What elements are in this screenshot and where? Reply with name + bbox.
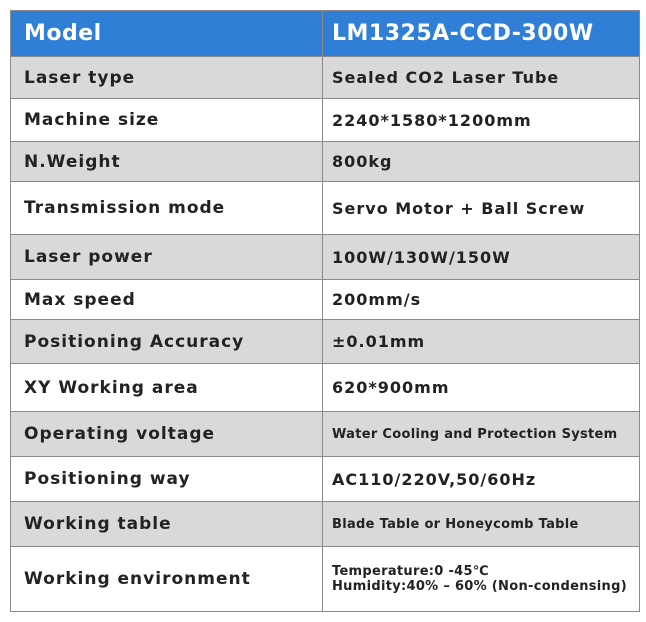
label-cell: Working environment bbox=[11, 547, 323, 611]
value-cell: Blade Table or Honeycomb Table bbox=[332, 516, 579, 532]
table-row: XY Working area 620*900mm bbox=[11, 363, 639, 411]
value-cell: AC110/220V,50/60Hz bbox=[332, 469, 537, 489]
value-cell: Servo Motor + Ball Screw bbox=[332, 198, 586, 218]
header-row: Model LM1325A-CCD-300W bbox=[11, 11, 639, 56]
table-row: N.Weight 800kg bbox=[11, 141, 639, 181]
value-cell: 620*900mm bbox=[332, 378, 450, 397]
label-cell: Max speed bbox=[11, 280, 323, 319]
table-row: Max speed 200mm/s bbox=[11, 279, 639, 319]
label-cell: Laser power bbox=[11, 235, 323, 279]
value-cell: Water Cooling and Protection System bbox=[332, 426, 618, 442]
table-row: Machine size 2240*1580*1200mm bbox=[11, 98, 639, 141]
value-cell: 800kg bbox=[332, 152, 393, 171]
value-cell: Temperature:0 -45℃ Humidity:40% – 60% (No… bbox=[323, 547, 639, 611]
value-cell: 100W/130W/150W bbox=[332, 247, 511, 267]
table-row: Operating voltage Water Cooling and Prote… bbox=[11, 411, 639, 456]
spec-table: Model LM1325A-CCD-300W Laser type Sealed CO… bbox=[10, 10, 640, 612]
label-cell: Working table bbox=[11, 502, 323, 546]
label-cell: Laser type bbox=[11, 57, 323, 98]
label-cell: Operating voltage bbox=[11, 412, 323, 456]
label-cell: N.Weight bbox=[11, 142, 323, 181]
value-cell: 2240*1580*1200mm bbox=[332, 110, 532, 130]
table-row: Positioning Accuracy ±0.01mm bbox=[11, 319, 639, 363]
label-cell: Positioning way bbox=[11, 457, 323, 501]
table-row: Laser type Sealed CO2 Laser Tube bbox=[11, 56, 639, 98]
label-cell: Positioning Accuracy bbox=[11, 320, 323, 363]
table-row: Working environment Temperature:0 -45℃ Hum… bbox=[11, 546, 639, 611]
cell-line: Temperature:0 -45℃ bbox=[332, 564, 489, 579]
label-cell: Transmission mode bbox=[11, 182, 323, 234]
label-cell: Machine size bbox=[11, 99, 323, 141]
label-cell: Model bbox=[11, 11, 323, 56]
value-cell: LM1325A-CCD-300W bbox=[332, 21, 594, 46]
value-cell: Sealed CO2 Laser Tube bbox=[332, 68, 560, 87]
value-cell: 200mm/s bbox=[332, 290, 422, 309]
table-row: Working table Blade Table or Honeycomb Ta… bbox=[11, 501, 639, 546]
value-cell: ±0.01mm bbox=[332, 332, 426, 351]
cell-line: Humidity:40% – 60% (Non-condensing) bbox=[332, 579, 627, 594]
table-row: Laser power 100W/130W/150W bbox=[11, 234, 639, 279]
label-cell: XY Working area bbox=[11, 364, 323, 411]
table-row: Positioning way AC110/220V,50/60Hz bbox=[11, 456, 639, 501]
table-row: Transmission mode Servo Motor + Ball Scre… bbox=[11, 181, 639, 234]
